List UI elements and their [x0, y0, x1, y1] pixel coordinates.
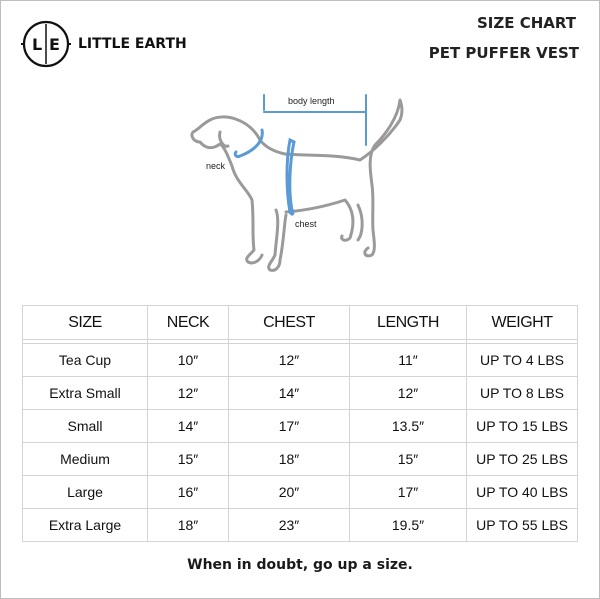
cell-size: Tea Cup: [22, 343, 148, 377]
brand-logo: L E LITTLE EARTH: [20, 18, 187, 70]
table-row: Extra Small 12″ 14″ 12″ UP TO 8 LBS: [22, 376, 578, 410]
cell-chest: 17″: [228, 409, 350, 443]
table-row: Medium 15″ 18″ 15″ UP TO 25 LBS: [22, 442, 578, 476]
header-chest: CHEST: [228, 305, 350, 340]
cell-weight: UP TO 55 LBS: [466, 508, 578, 542]
cell-chest: 14″: [228, 376, 350, 410]
product-name: PET PUFFER VEST: [428, 44, 579, 62]
table-row: Tea Cup 10″ 12″ 11″ UP TO 4 LBS: [22, 343, 578, 377]
cell-neck: 12″: [147, 376, 229, 410]
cell-length: 12″: [349, 376, 467, 410]
dog-outline-icon: [190, 94, 404, 272]
cell-chest: 23″: [228, 508, 350, 542]
header-neck: NECK: [147, 305, 229, 340]
header-size: SIZE: [22, 305, 148, 340]
cell-size: Large: [22, 475, 148, 509]
cell-length: 11″: [349, 343, 467, 377]
cell-length: 15″: [349, 442, 467, 476]
cell-size: Small: [22, 409, 148, 443]
svg-text:E: E: [49, 35, 60, 54]
neck-label: neck: [206, 161, 226, 171]
svg-text:L: L: [32, 35, 42, 54]
size-chart-table: SIZE NECK CHEST LENGTH WEIGHT Tea Cup 10″…: [22, 305, 578, 542]
cell-size: Extra Small: [22, 376, 148, 410]
cell-weight: UP TO 25 LBS: [466, 442, 578, 476]
sizing-note: When in doubt, go up a size.: [187, 557, 413, 573]
header-weight: WEIGHT: [466, 305, 578, 340]
header-length: LENGTH: [349, 305, 467, 340]
cell-neck: 16″: [147, 475, 229, 509]
cell-weight: UP TO 40 LBS: [466, 475, 578, 509]
cell-chest: 18″: [228, 442, 350, 476]
cell-neck: 15″: [147, 442, 229, 476]
cell-neck: 14″: [147, 409, 229, 443]
table-row: Small 14″ 17″ 13.5″ UP TO 15 LBS: [22, 409, 578, 443]
cell-length: 17″: [349, 475, 467, 509]
cell-weight: UP TO 4 LBS: [466, 343, 578, 377]
cell-length: 13.5″: [349, 409, 467, 443]
cell-chest: 12″: [228, 343, 350, 377]
brand-name: LITTLE EARTH: [78, 36, 187, 52]
table-header-row: SIZE NECK CHEST LENGTH WEIGHT: [22, 305, 578, 340]
cell-size: Medium: [22, 442, 148, 476]
table-row: Large 16″ 20″ 17″ UP TO 40 LBS: [22, 475, 578, 509]
cell-neck: 18″: [147, 508, 229, 542]
cell-length: 19.5″: [349, 508, 467, 542]
cell-neck: 10″: [147, 343, 229, 377]
table-row: Extra Large 18″ 23″ 19.5″ UP TO 55 LBS: [22, 508, 578, 542]
cell-chest: 20″: [228, 475, 350, 509]
cell-size: Extra Large: [22, 508, 148, 542]
dog-measurement-diagram: body length neck chest: [180, 90, 420, 295]
cell-weight: UP TO 15 LBS: [466, 409, 578, 443]
page-title: SIZE CHART: [476, 14, 576, 32]
little-earth-logo-icon: L E: [21, 20, 71, 68]
body-length-label: body length: [288, 96, 335, 106]
cell-weight: UP TO 8 LBS: [466, 376, 578, 410]
chest-label: chest: [295, 219, 317, 229]
